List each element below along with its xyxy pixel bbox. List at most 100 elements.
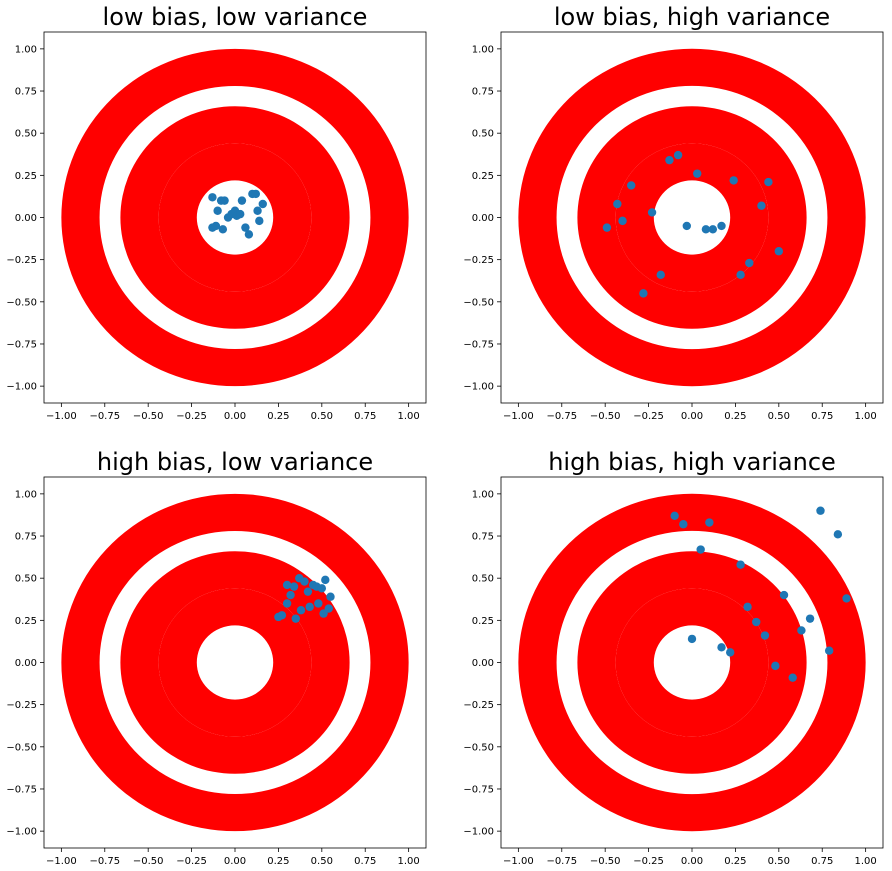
x-tick-label: 0.25	[724, 856, 746, 867]
plot-area	[61, 48, 409, 387]
x-tick-label: −0.50	[590, 411, 621, 422]
target-ring-3	[158, 143, 312, 292]
x-tick-label: −1.00	[503, 411, 534, 422]
plot-area	[61, 493, 409, 832]
subplot-1: −1.00 −0.75 −0.50 −0.25 0.00 0.25 0.50 0.75 1.00…	[6, 3, 427, 422]
target-ring-1	[518, 48, 866, 387]
data-point	[208, 193, 217, 202]
x-tick-label: 0.50	[311, 411, 333, 422]
x-tick-label: −0.50	[133, 411, 164, 422]
subplot-4: −1.00 −0.75 −0.50 −0.25 0.00 0.25 0.50 0.75 1.00…	[463, 448, 884, 867]
data-point	[842, 594, 851, 603]
x-tick-label: 0.75	[354, 411, 376, 422]
x-tick-label: −0.25	[176, 411, 207, 422]
y-tick-label: 1.00	[15, 44, 37, 55]
x-tick-label: 0.75	[354, 856, 376, 867]
data-point	[687, 634, 697, 644]
y-tick-label: −1.00	[6, 382, 37, 393]
data-point	[324, 604, 333, 613]
target-ring-1	[61, 493, 409, 832]
data-point	[618, 216, 627, 226]
y-tick-label: −0.50	[6, 297, 37, 308]
data-point	[743, 602, 752, 612]
y-tick-label: −0.50	[6, 742, 37, 753]
data-point	[757, 201, 766, 210]
x-tick-label: 0.25	[724, 411, 746, 422]
y-tick-label: 0.75	[15, 532, 37, 543]
y-tick-label: 0.75	[472, 87, 494, 98]
x-tick-label: −1.00	[503, 856, 534, 867]
y-tick-label: 0.75	[472, 532, 494, 543]
data-point	[613, 199, 622, 209]
data-point	[277, 611, 287, 620]
data-point	[705, 518, 714, 527]
y-tick-label: 1.00	[472, 489, 494, 500]
data-point	[679, 520, 688, 529]
x-tick-label: −1.00	[46, 856, 77, 867]
x-tick-label: −0.25	[633, 411, 664, 422]
axes-frame	[500, 31, 884, 404]
y-tick-label: −0.25	[6, 700, 37, 711]
data-point	[717, 221, 726, 231]
y-tick-label: 0.25	[472, 171, 494, 182]
y-tick-label: −0.75	[463, 784, 494, 795]
data-point	[639, 289, 648, 298]
data-point	[745, 258, 754, 268]
data-point	[816, 506, 825, 515]
data-point	[670, 511, 679, 520]
chart-title: high bias, low variance	[97, 448, 373, 476]
y-tick-label: 0.50	[472, 129, 494, 140]
data-point	[211, 221, 221, 231]
axes-frame	[43, 476, 427, 849]
data-point	[255, 216, 264, 226]
x-tick-label: 1.00	[398, 856, 420, 867]
plot-area	[518, 493, 866, 832]
data-point	[319, 609, 328, 618]
target-ring-2	[577, 551, 807, 774]
data-point	[289, 582, 299, 591]
y-tick-label: −0.75	[6, 339, 37, 350]
x-tick-label: −0.25	[633, 856, 664, 867]
data-point	[717, 643, 726, 652]
x-tick-label: 0.75	[811, 856, 833, 867]
data-point	[326, 592, 335, 601]
data-point	[682, 221, 691, 231]
data-point	[321, 575, 330, 585]
data-point	[220, 196, 229, 205]
data-point	[771, 661, 780, 671]
data-point	[291, 614, 300, 623]
y-tick-label: −1.00	[463, 382, 494, 393]
x-tick-label: 1.00	[398, 411, 420, 422]
x-tick-label: 0.25	[267, 856, 289, 867]
x-tick-label: −0.50	[133, 856, 164, 867]
data-point	[764, 177, 773, 187]
data-point	[833, 530, 843, 539]
x-tick-label: 0.00	[681, 856, 703, 867]
y-tick-label: 0.00	[472, 658, 494, 669]
data-point	[258, 199, 267, 209]
x-tick-label: 0.50	[768, 411, 790, 422]
data-point	[696, 545, 705, 554]
data-point	[788, 673, 797, 682]
data-point	[627, 181, 636, 190]
x-tick-label: 0.00	[224, 411, 246, 422]
y-tick-label: −0.25	[463, 255, 494, 266]
x-tick-label: −1.00	[46, 411, 77, 422]
target-ring-1	[518, 493, 866, 832]
target-ring-2	[577, 106, 807, 329]
data-point	[244, 230, 254, 239]
data-point	[693, 169, 702, 178]
data-point	[701, 225, 711, 234]
y-tick-label: 1.00	[15, 489, 37, 500]
data-point	[241, 223, 250, 232]
y-tick-label: 1.00	[472, 44, 494, 55]
y-tick-label: −0.50	[463, 297, 494, 308]
data-point	[726, 648, 735, 657]
y-tick-label: 0.00	[472, 213, 494, 224]
y-tick-label: −0.75	[463, 339, 494, 350]
plot-area	[518, 48, 866, 387]
data-point	[824, 646, 834, 655]
x-tick-label: 0.50	[311, 856, 333, 867]
y-tick-label: 0.00	[15, 658, 37, 669]
y-tick-label: −0.25	[463, 700, 494, 711]
